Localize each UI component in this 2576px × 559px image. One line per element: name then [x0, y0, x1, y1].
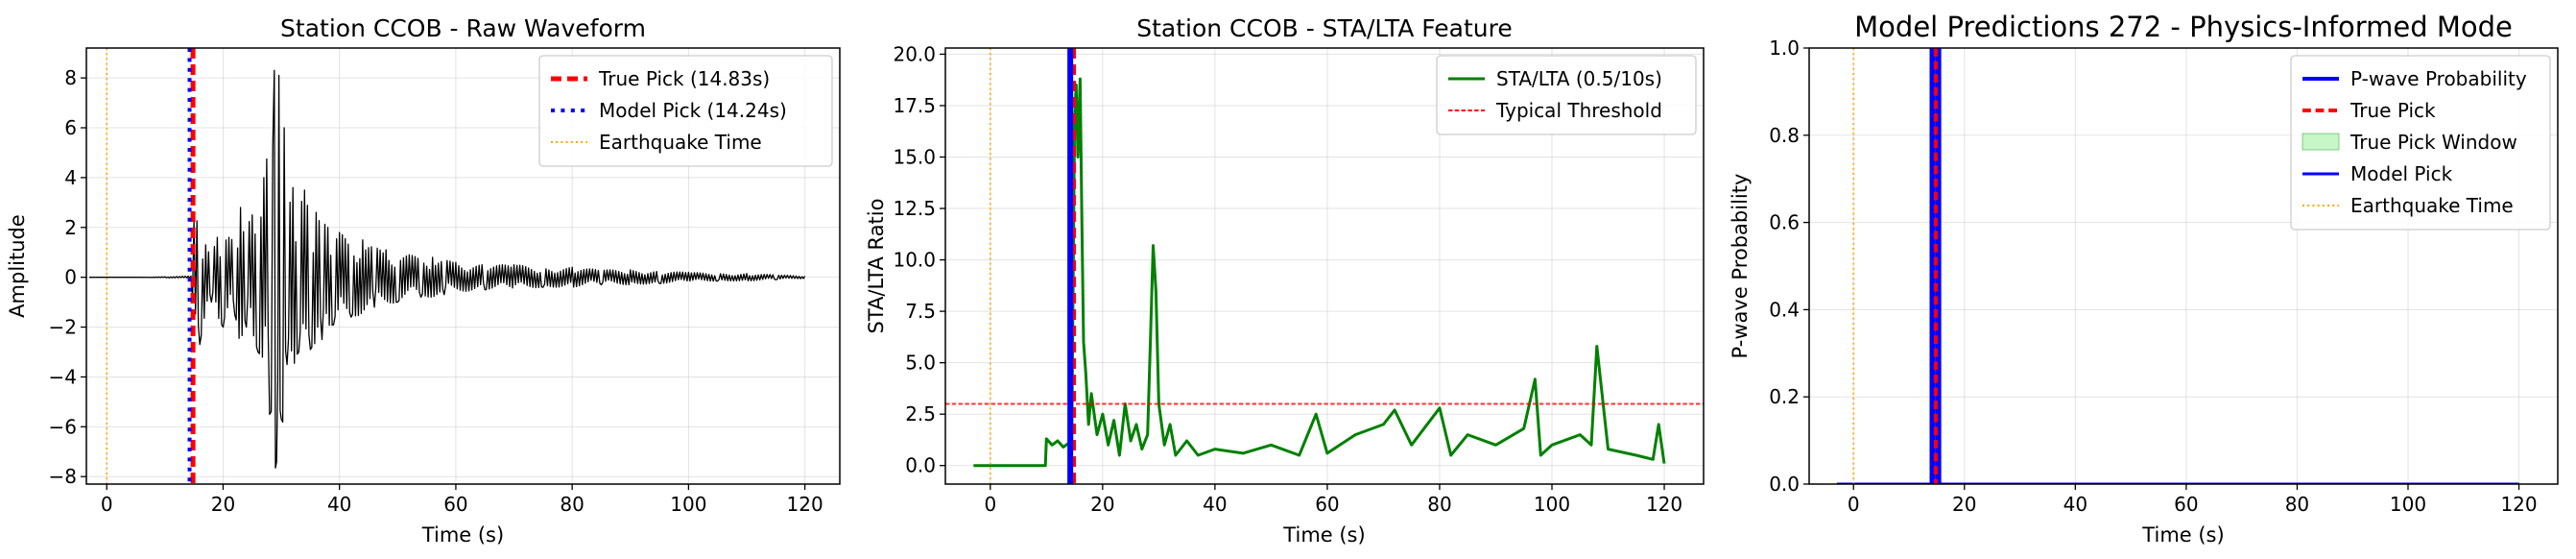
y-tick-label: −4 [49, 365, 77, 388]
y-tick-label: 0.8 [1769, 124, 1800, 147]
legend: STA/LTA (0.5/10s) Typical Threshold [1436, 55, 1697, 135]
legend-label: True Pick [2349, 99, 2436, 122]
y-tick-label: 12.5 [893, 197, 936, 220]
y-tick-label: 0.0 [905, 454, 936, 477]
legend: True Pick (14.83s) Model Pick (14.24s) Ear… [538, 55, 833, 167]
y-tick-label: −2 [49, 316, 77, 339]
legend-label: STA/LTA (0.5/10s) [1496, 67, 1662, 90]
chart-panel-2: 0 20 40 60 80 100 120 0.0 2.5 5.0 7.5 10.0 12.5 15.0 1… [865, 14, 1705, 547]
x-tick-label: 100 [670, 493, 706, 516]
y-tick-label: 0.4 [1769, 298, 1800, 321]
y-tick-label: 15.0 [893, 146, 936, 169]
legend-label: Earthquake Time [2350, 194, 2514, 217]
y-tick-label: 1.0 [1769, 36, 1800, 60]
x-tick-label: 60 [2174, 493, 2198, 516]
chart-title: Station CCOB - STA/LTA Feature [1136, 14, 1513, 42]
chart-title: Model Predictions 272 - Physics-Informed… [1854, 11, 2513, 43]
legend-box [2290, 55, 2551, 231]
y-tick-label: 0.0 [1769, 473, 1800, 496]
x-tick-label: 120 [2500, 493, 2537, 516]
x-tick-label: 100 [1534, 493, 1570, 516]
legend-label: Model Pick (14.24s) [599, 99, 787, 122]
x-tick-label: 0 [101, 493, 113, 516]
legend: P-wave Probability True Pick True Pick Win… [2290, 55, 2551, 231]
x-tick-label: 0 [984, 493, 996, 516]
y-tick-label: −8 [49, 465, 77, 488]
axes-frame [1808, 47, 2559, 485]
axes-frame [85, 47, 841, 485]
x-tick-label: 80 [2285, 493, 2309, 516]
x-tick-label: 120 [1646, 493, 1682, 516]
y-tick-label: 8 [64, 66, 77, 89]
x-tick-label: 60 [443, 493, 467, 516]
y-tick-label: 2.5 [905, 402, 936, 425]
x-tick-label: 40 [1203, 493, 1227, 516]
y-tick-label: 20.0 [893, 42, 936, 65]
legend-label: P-wave Probability [2350, 67, 2527, 90]
axes-frame [944, 47, 1705, 485]
series-line-1 [973, 77, 1666, 468]
x-tick-label: 80 [560, 493, 584, 516]
legend-label: True Pick Window [2349, 131, 2517, 154]
x-tick-label: 60 [1315, 493, 1339, 516]
y-tick-label: 2 [64, 216, 77, 239]
x-tick-label: 20 [1090, 493, 1114, 516]
chart-panel-1: 0 20 40 60 80 100 120 −8 −6 −4 −2 0 2 4 6 8 Station CCOB… [6, 14, 841, 547]
y-axis-label: P-wave Probability [1729, 174, 1752, 359]
chart-title: Station CCOB - Raw Waveform [280, 14, 646, 42]
legend-label: Earthquake Time [599, 131, 762, 154]
y-tick-label: 10.0 [893, 249, 936, 272]
legend-swatch [2302, 133, 2340, 151]
x-tick-label: 20 [211, 493, 235, 516]
legend-box [538, 55, 833, 167]
legend-label: True Pick (14.83s) [598, 67, 770, 90]
y-tick-label: 7.5 [905, 300, 936, 323]
y-tick-label: 4 [64, 166, 77, 189]
y-tick-label: 5.0 [905, 352, 936, 375]
x-tick-label: 40 [2063, 493, 2087, 516]
x-axis-label: Time (s) [1282, 523, 1365, 547]
y-tick-label: −6 [49, 415, 77, 438]
x-axis-label: Time (s) [421, 523, 504, 547]
x-axis-label: Time (s) [2141, 523, 2224, 547]
legend-box [1436, 55, 1697, 135]
y-axis-label: Amplitude [6, 214, 29, 318]
chart-panel-3: 0 20 40 60 80 100 120 0.0 0.2 0.4 0.6 0.8 1.0 Model P… [1729, 11, 2559, 547]
x-tick-label: 100 [2390, 493, 2426, 516]
y-tick-label: 17.5 [893, 94, 936, 117]
plot-area [1836, 48, 2519, 484]
y-tick-label: 0.6 [1769, 211, 1800, 234]
series-line-1 [89, 69, 806, 469]
legend-label: Typical Threshold [1495, 99, 1662, 122]
legend-label: Model Pick [2350, 162, 2453, 185]
plot-area [945, 48, 1704, 484]
y-axis-label: STA/LTA Ratio [865, 199, 888, 334]
x-tick-label: 20 [1952, 493, 1976, 516]
plot-area [89, 48, 806, 484]
y-tick-label: 0.2 [1769, 385, 1800, 408]
x-tick-label: 120 [787, 493, 823, 516]
x-tick-label: 80 [1427, 493, 1451, 516]
y-tick-label: 0 [64, 266, 77, 289]
x-tick-label: 40 [327, 493, 351, 516]
y-tick-label: 6 [64, 116, 77, 139]
x-tick-label: 0 [1848, 493, 1860, 516]
